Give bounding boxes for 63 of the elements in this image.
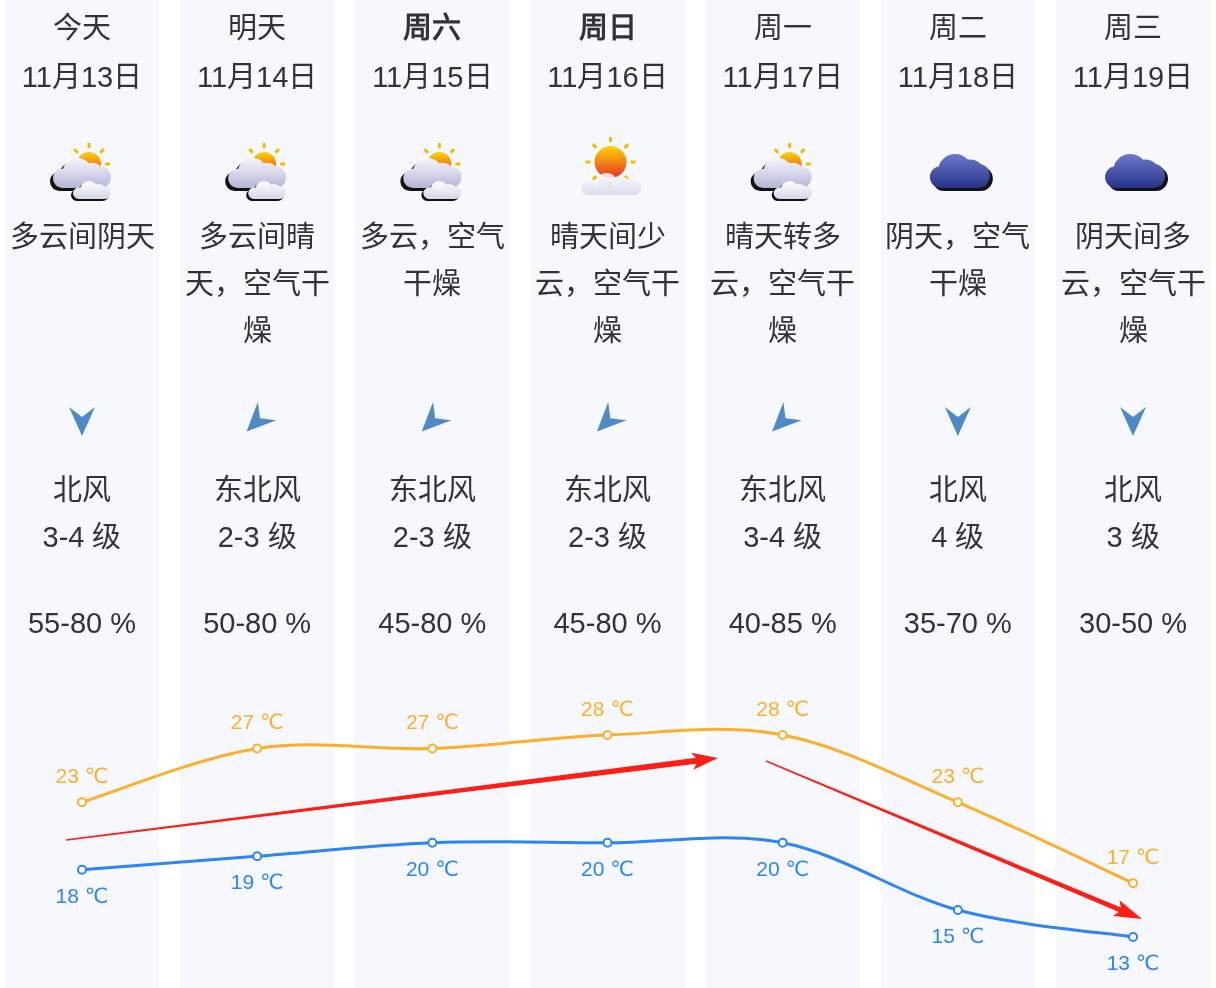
text: 3-4 级 [41, 519, 123, 555]
point [77, 797, 87, 808]
point [77, 864, 87, 875]
point [427, 743, 438, 754]
text: 多云，空气干燥 [358, 219, 506, 302]
data-label: 15 ℃ [931, 924, 985, 948]
point [602, 730, 613, 740]
point [1128, 878, 1139, 889]
point [252, 851, 263, 862]
text: 晴天转多云，空气干燥 [709, 219, 857, 349]
text: 2-3 级 [391, 519, 473, 555]
text: 东北风 [738, 472, 828, 508]
text: 4 级 [930, 519, 986, 555]
point [427, 837, 438, 848]
text: 北风 [1103, 472, 1163, 508]
text: 阴天间多云，空气干燥 [1059, 219, 1207, 349]
text: 东北风 [212, 472, 302, 508]
point [1128, 932, 1139, 942]
data-label: 20 ℃ [756, 856, 810, 880]
text: 多云间阴天 [8, 219, 156, 255]
data-label: 28 ℃ [756, 697, 810, 720]
data-label: 13 ℃ [1106, 951, 1160, 974]
text: 35-70 % [902, 605, 1013, 641]
data-label: 27 ℃ [405, 710, 459, 734]
point [602, 837, 613, 848]
text: 3-4 级 [742, 519, 824, 555]
text: 2-3 级 [567, 519, 648, 555]
x-tick-label: 周日 11月16日 [546, 11, 669, 95]
x-tick-label: 明天 11月14日 [195, 11, 319, 95]
text: 北风 [52, 472, 112, 508]
text: 55-80 % [27, 605, 137, 641]
data-label: 20 ℃ [405, 856, 459, 880]
data-label: 27 ℃ [230, 710, 284, 734]
text: 2-3 级 [216, 519, 298, 555]
point [777, 837, 788, 848]
text: 阴天，空气干燥 [884, 219, 1032, 302]
text: 45-80 % [552, 605, 663, 641]
data-label: 28 ℃ [581, 697, 634, 720]
point [252, 743, 263, 754]
text: 东北风 [563, 472, 652, 508]
text: 北风 [927, 472, 988, 508]
text: 50-80 % [202, 605, 313, 641]
text: 40-85 % [727, 605, 838, 641]
x-tick-label: 周三 11月19日 [1071, 11, 1195, 95]
data-label: 20 ℃ [581, 856, 634, 880]
text: 东北风 [387, 472, 477, 508]
text: 45-80 % [377, 605, 488, 641]
x-tick-label: 周一 11月17日 [721, 11, 844, 95]
data-label: 17 ℃ [1106, 845, 1160, 869]
text: 30-50 % [1078, 605, 1188, 641]
text: 多云间晴天，空气干燥 [183, 219, 331, 349]
data-label: 18 ℃ [55, 883, 109, 907]
x-tick-label: 周二 11月18日 [896, 11, 1020, 95]
point [777, 730, 788, 740]
text: 3 级 [1105, 519, 1161, 555]
x-tick-label: 周六 11月15日 [371, 11, 494, 95]
data-label: 19 ℃ [230, 870, 284, 894]
text: 晴天间少云，空气干燥 [534, 219, 681, 349]
x-tick-label: 今天 11月13日 [20, 11, 144, 95]
point [952, 905, 963, 916]
point [952, 797, 963, 808]
data-label: 23 ℃ [931, 764, 985, 788]
data-label: 23 ℃ [55, 764, 109, 788]
